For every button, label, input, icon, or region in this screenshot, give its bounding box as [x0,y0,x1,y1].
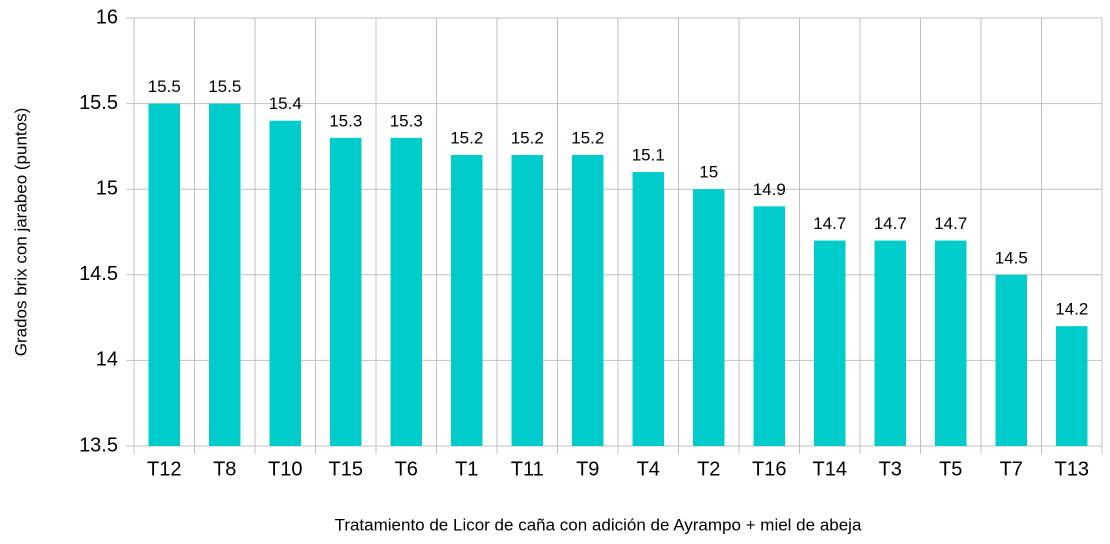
value-label: 15.5 [208,77,241,96]
value-label: 15.5 [148,77,181,96]
x-tick-label: T7 [1000,458,1023,480]
x-tick-label: T6 [395,458,418,480]
bar [511,154,543,446]
value-label: 14.7 [813,214,846,233]
bar [814,240,846,446]
x-tick-label: T8 [213,458,236,480]
value-label: 15.2 [450,128,483,147]
x-tick-label: T14 [813,458,847,480]
x-tick-label: T4 [637,458,660,480]
bar [572,154,604,446]
x-tick-label: T3 [879,458,902,480]
x-tick-label: T16 [752,458,786,480]
y-tick-label: 15 [96,177,118,199]
y-tick-label: 16 [96,6,118,28]
x-tick-label: T1 [455,458,478,480]
x-tick-label: T2 [697,458,720,480]
x-axis-title: Tratamiento de Licor de caña con adición… [335,515,862,534]
bar [693,189,725,446]
value-label: 14.5 [995,248,1028,267]
y-axis-title: Grados brix con jarabeo (puntos) [11,108,30,357]
bar [390,137,422,446]
value-label: 14.2 [1055,300,1088,319]
bar [1056,326,1088,446]
x-tick-label: T12 [147,458,181,480]
value-label: 15.2 [571,128,604,147]
bar [874,240,906,446]
x-tick-label: T9 [576,458,599,480]
value-label: 15.4 [269,94,302,113]
bar [269,120,301,446]
value-label: 15.1 [632,146,665,165]
x-tick-label: T5 [939,458,962,480]
value-label: 15.2 [511,128,544,147]
value-label: 14.9 [753,180,786,199]
value-label: 15.3 [390,111,423,130]
bar [632,172,664,446]
bar [209,103,241,446]
x-tick-label: T15 [329,458,363,480]
x-tick-label: T13 [1055,458,1089,480]
bar [451,154,483,446]
value-label: 15 [699,163,718,182]
value-label: 14.7 [934,214,967,233]
value-label: 14.7 [874,214,907,233]
value-label: 15.3 [329,111,362,130]
y-tick-label: 13.5 [79,434,118,456]
bar [753,206,785,446]
y-tick-label: 15.5 [79,92,118,114]
x-tick-label: T11 [511,458,544,480]
y-tick-label: 14 [96,349,118,371]
bar [995,274,1027,446]
x-tick-label: T10 [268,458,302,480]
bar [148,103,180,446]
y-tick-label: 14.5 [79,263,118,285]
bar [935,240,967,446]
bar [330,137,362,446]
